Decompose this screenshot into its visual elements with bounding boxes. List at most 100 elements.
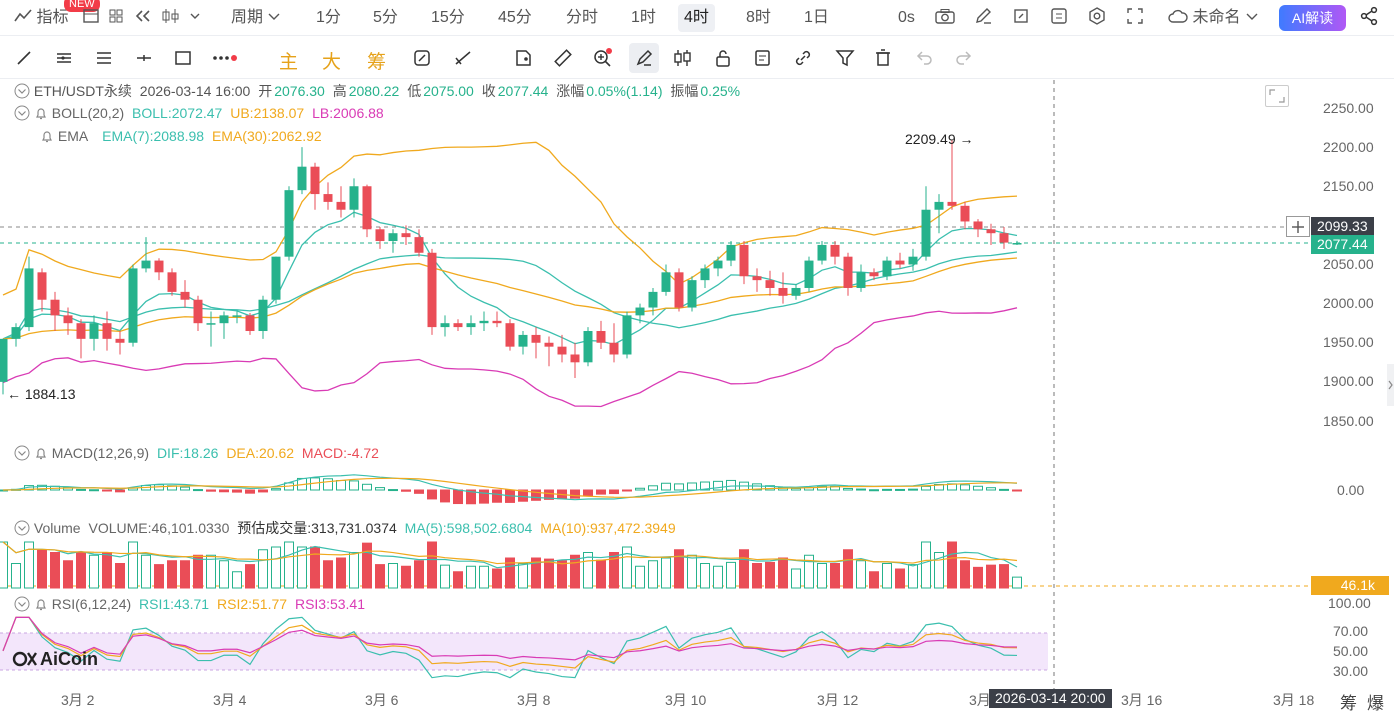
horizontal-line-icon[interactable] [131,45,157,71]
macd-histogram-bar [921,485,931,491]
settings-gear-icon[interactable] [1088,0,1106,36]
lock-icon[interactable] [710,45,736,71]
bell-icon[interactable] [34,106,48,120]
volume-bar [89,554,99,589]
zoom-in-icon[interactable] [590,45,616,71]
macd-histogram-bar [401,489,411,492]
candle-tool-icon[interactable] [670,45,696,71]
collapse-chevron-icon[interactable] [14,520,30,536]
chip-shortcut[interactable]: 筹 [1340,694,1357,713]
timeframe-4h[interactable]: 4时 [678,4,715,32]
template-icon[interactable] [82,0,100,36]
volume-bar [297,546,307,589]
more-tools-icon[interactable] [212,45,238,71]
rectangle-icon[interactable] [170,45,196,71]
timeframe-5m[interactable]: 5分 [373,9,398,26]
timeframe-15m[interactable]: 15分 [431,9,465,26]
volume-bar [830,563,840,589]
timeframe-8h[interactable]: 8时 [746,9,771,26]
boll-lower-line [2,307,1018,408]
replay-back-icon[interactable] [134,0,152,36]
bell-icon[interactable] [34,446,48,460]
chart-canvas[interactable] [0,80,1394,716]
price-tick: 2150.00 [1323,178,1374,194]
main-chart-toggle[interactable]: 主 [279,52,299,73]
link-icon[interactable] [790,45,816,71]
label-icon[interactable] [510,45,536,71]
right-panel-toggle-icon[interactable] [1387,364,1394,406]
brush-icon[interactable] [629,43,659,73]
candle-type-icon[interactable] [162,0,202,36]
ai-interpret-button[interactable]: AI解读 [1279,5,1346,31]
macd-histogram-bar [817,485,827,491]
measure-icon[interactable] [450,45,476,71]
expand-chart-icon[interactable] [1265,85,1289,107]
trash-icon[interactable] [870,45,896,71]
collapse-chevron-icon[interactable] [14,83,30,99]
chip-toggle[interactable]: 筹 [367,52,387,73]
indicator-template-icon[interactable] [1050,0,1068,36]
candle-body [830,244,840,257]
volume-bar [232,571,242,589]
low-price-marker: ← 1884.13 [7,386,76,402]
undo-icon[interactable] [911,45,937,71]
volume-bar [193,554,203,589]
layout-dropdown[interactable]: 未命名 [1168,0,1259,36]
period-dropdown[interactable]: 周期 [231,0,281,36]
candle-body [791,287,801,296]
multi-line-icon[interactable] [91,45,117,71]
volume-bar [895,568,905,589]
macd-histogram-bar [960,484,970,491]
popout-icon[interactable] [1012,0,1030,36]
macd-histogram-bar [622,489,632,492]
timeframe-1m[interactable]: 1分 [316,9,341,26]
x-axis-label: 3月 18 [1273,692,1315,708]
redo-icon[interactable] [951,45,977,71]
magnet-icon[interactable] [409,45,435,71]
top-bar: 指标 NEW 周期 1分 5分 15分 45分 分时 1时 4时 8时 1日 0… [0,0,1394,36]
explode-shortcut[interactable]: 爆 [1367,694,1384,713]
macd-histogram-bar [479,489,489,504]
macd-histogram-bar [89,489,99,492]
collapse-chevron-icon[interactable] [14,596,30,612]
volume-bar [50,552,60,589]
countdown: 0s [898,9,915,26]
timeframe-1h[interactable]: 1时 [631,9,656,26]
timeframe-time-sharing[interactable]: 分时 [566,9,599,26]
collapse-chevron-icon[interactable] [14,105,30,121]
candle-body [531,334,541,343]
macd-histogram-bar [219,489,229,493]
camera-icon[interactable] [935,0,955,36]
indicators-button[interactable]: 指标 [14,0,68,36]
parallel-channel-icon[interactable] [51,45,77,71]
add-alert-plus-icon[interactable] [1286,216,1310,237]
volume-bar [635,565,645,589]
volume-bar [739,549,749,589]
bell-icon[interactable] [34,597,48,611]
big-order-toggle[interactable]: 大 [322,52,342,73]
timeframe-1d[interactable]: 1日 [804,9,829,26]
dif-value: DIF:18.26 [156,445,219,461]
bell-icon[interactable] [40,129,54,143]
pencil-icon[interactable] [974,0,992,36]
timeframe-45m[interactable]: 45分 [498,9,532,26]
macd-histogram-bar [973,485,983,491]
volume-bar [310,546,320,589]
share-icon[interactable] [1359,0,1379,36]
filter-icon[interactable] [832,45,858,71]
grid-layout-icon[interactable] [108,0,124,36]
volume-bar [687,554,697,589]
volume-bar [37,549,47,589]
boll-mid: BOLL:2072.47 [132,105,223,121]
ruler-icon[interactable] [550,45,576,71]
open-label: 开 [258,83,273,99]
collapse-chevron-icon[interactable] [14,445,30,461]
candle-body [934,201,944,210]
note-icon[interactable] [750,45,776,71]
macd-histogram-bar [518,489,528,502]
volume-bar [24,541,34,589]
trend-line-icon[interactable] [11,45,37,71]
price-tick: 2250.00 [1323,100,1374,116]
fullscreen-icon[interactable] [1126,0,1144,36]
macd-histogram-bar [700,481,710,491]
